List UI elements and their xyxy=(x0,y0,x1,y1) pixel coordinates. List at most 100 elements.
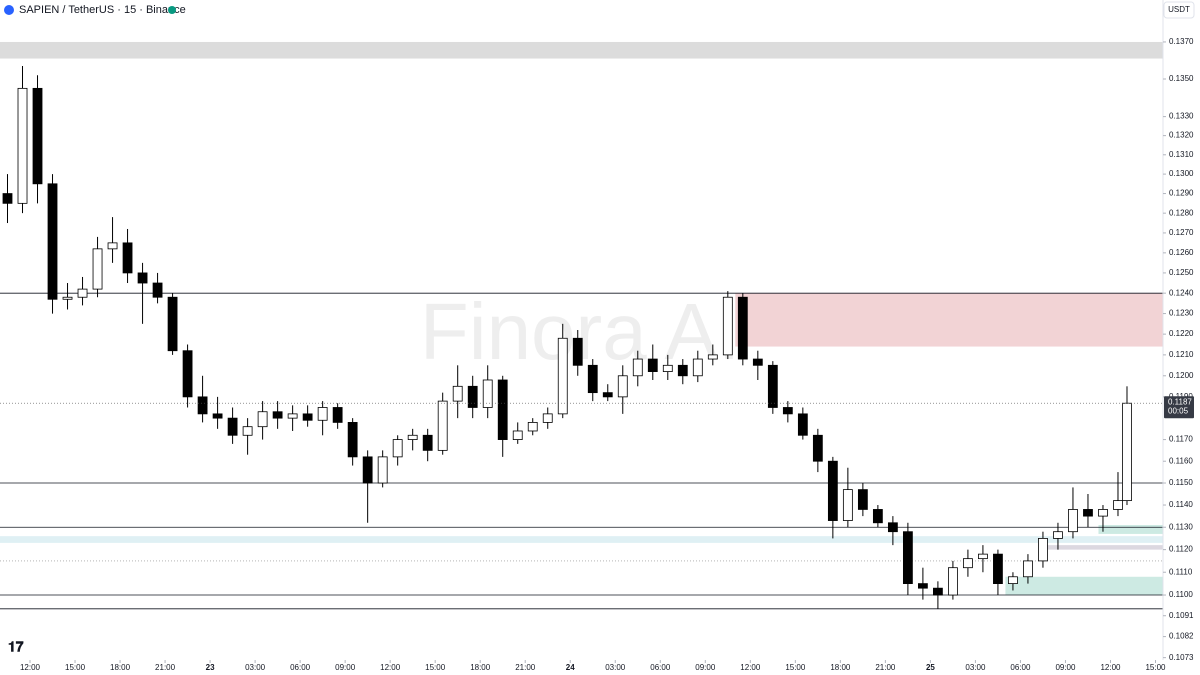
x-tick-label: 12:00 xyxy=(740,663,761,672)
candle-body xyxy=(257,411,268,428)
candle-body xyxy=(482,379,493,408)
x-tick-label: 24 xyxy=(566,663,575,672)
candle-body xyxy=(963,558,973,569)
y-tick-label: 0.1320 xyxy=(1169,131,1194,140)
x-tick-label: 15:00 xyxy=(1145,663,1166,672)
candle-body xyxy=(392,439,403,458)
candle-body xyxy=(827,460,838,521)
candle-body xyxy=(497,379,508,440)
y-tick-label: 0.1140 xyxy=(1169,500,1193,509)
y-tick-label: 0.1091 xyxy=(1169,611,1194,620)
x-tick-label: 03:00 xyxy=(245,663,266,672)
candle-body xyxy=(812,434,823,462)
candle-body xyxy=(137,272,148,284)
candle-body xyxy=(542,413,553,423)
last-price-label: 0.1187 xyxy=(1168,397,1192,406)
y-tick-label: 0.1310 xyxy=(1169,150,1194,159)
candle-body xyxy=(617,375,628,398)
candle-body xyxy=(212,413,223,419)
x-tick-label: 21:00 xyxy=(155,663,176,672)
zone xyxy=(1098,525,1163,534)
candle-body xyxy=(62,296,73,300)
candle-body xyxy=(407,434,418,440)
x-tick-label: 25 xyxy=(926,663,935,672)
x-tick-label: 15:00 xyxy=(425,663,446,672)
candle-body xyxy=(182,350,193,398)
y-tick-label: 0.1160 xyxy=(1169,456,1193,465)
candle-body xyxy=(302,413,313,421)
y-tick-label: 0.1130 xyxy=(1169,522,1193,531)
candle-body xyxy=(933,587,943,596)
candle-body xyxy=(632,358,643,377)
x-tick-label: 21:00 xyxy=(875,663,896,672)
candle-body xyxy=(857,489,868,510)
currency: USDT xyxy=(1168,5,1190,14)
x-tick-label: 06:00 xyxy=(1010,663,1031,672)
candle-body xyxy=(377,456,388,484)
x-tick-label: 03:00 xyxy=(965,663,986,672)
candle-body xyxy=(152,282,163,298)
y-tick-label: 0.1270 xyxy=(1169,228,1194,237)
candle-body xyxy=(557,337,568,415)
candle-body xyxy=(1008,576,1018,585)
candle-body xyxy=(287,413,298,419)
candle-body xyxy=(317,407,328,421)
x-tick-label: 15:00 xyxy=(785,663,806,672)
y-tick-label: 0.1073 xyxy=(1169,653,1194,662)
y-tick-label: 0.1330 xyxy=(1169,112,1194,121)
candle-body xyxy=(782,407,793,415)
candle-body xyxy=(197,396,208,415)
x-tick-label: 12:00 xyxy=(380,663,401,672)
zone xyxy=(1005,576,1163,596)
y-tick-label: 0.1220 xyxy=(1169,329,1194,338)
x-tick-label: 06:00 xyxy=(290,663,311,672)
x-tick-label: 21:00 xyxy=(515,663,536,672)
x-tick-label: 09:00 xyxy=(335,663,356,672)
y-tick-label: 0.1170 xyxy=(1169,435,1193,444)
candle-body xyxy=(1068,509,1078,533)
candle-body xyxy=(948,567,958,596)
x-tick-label: 12:00 xyxy=(1100,663,1121,672)
candle-body xyxy=(17,87,28,204)
chart-title: SAPIEN / TetherUS · 15 · Binance xyxy=(19,4,186,16)
candle-body xyxy=(422,434,433,451)
candle-body xyxy=(587,364,598,394)
candle-body xyxy=(572,337,583,366)
x-tick-label: 09:00 xyxy=(695,663,716,672)
y-tick-label: 0.1300 xyxy=(1169,169,1194,178)
y-tick-label: 0.1150 xyxy=(1169,478,1193,487)
candle-body xyxy=(227,417,238,436)
x-tick-label: 18:00 xyxy=(110,663,131,672)
candle-body xyxy=(677,364,688,377)
candle-body xyxy=(77,288,88,298)
currency-box[interactable] xyxy=(1163,1,1195,19)
countdown-label: 00:05 xyxy=(1168,406,1189,415)
candle-body xyxy=(467,385,478,408)
candle-body xyxy=(1113,500,1123,510)
logo: 𝟏𝟕 xyxy=(8,639,24,655)
candle-body xyxy=(32,87,43,185)
status-dot xyxy=(168,6,176,14)
y-tick-label: 0.1230 xyxy=(1169,309,1194,318)
candle-body xyxy=(2,193,13,204)
candle-body xyxy=(107,242,118,250)
y-tick-label: 0.1370 xyxy=(1169,37,1194,46)
candle-body xyxy=(978,553,988,560)
x-tick-label: 12:00 xyxy=(20,663,41,672)
candle-body xyxy=(362,456,373,484)
y-tick-label: 0.1280 xyxy=(1169,208,1194,217)
candle-body xyxy=(1023,560,1033,578)
candle-body xyxy=(1122,402,1132,502)
candle-body xyxy=(917,583,928,589)
y-tick-label: 0.1200 xyxy=(1169,371,1194,380)
candle-body xyxy=(92,248,103,290)
y-tick-label: 0.1120 xyxy=(1169,545,1193,554)
x-tick-label: 18:00 xyxy=(830,663,851,672)
zone xyxy=(0,536,1163,543)
plot-layer xyxy=(2,65,1132,609)
y-tick-label: 0.1110 xyxy=(1169,567,1193,576)
candle-body xyxy=(1053,531,1063,539)
candle-body xyxy=(1038,538,1048,562)
candle-body xyxy=(512,430,523,440)
candle-body xyxy=(1083,509,1093,517)
